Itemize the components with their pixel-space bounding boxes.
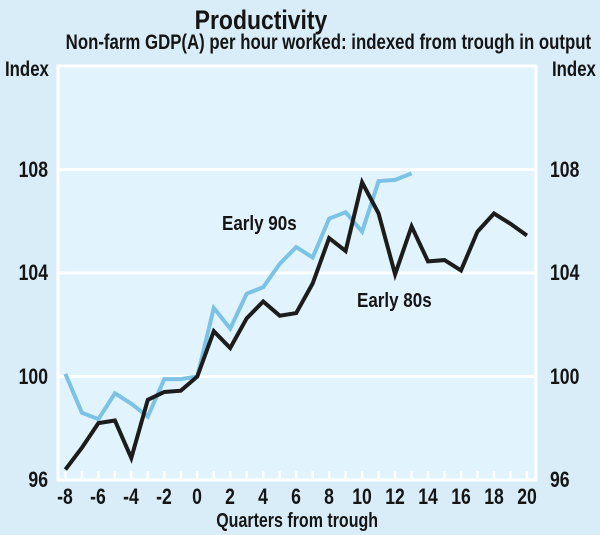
x-tick-label-2: 2 <box>225 484 236 509</box>
x-tick-label-0: 0 <box>192 484 203 509</box>
x-axis-title-text: Quarters from trough <box>216 510 378 532</box>
y-tick-label-right-104: 104 <box>550 260 580 285</box>
y-tick-label-left-100: 100 <box>18 363 48 389</box>
chart-subtitle: Non-farm GDP(A) per hour worked: indexed… <box>0 31 591 55</box>
y-axis-unit-left: Index <box>5 58 49 81</box>
x-tick-label-14: 14 <box>418 484 438 509</box>
chart-title: Productivity <box>194 5 328 35</box>
y-tick-label-right-100: 100 <box>550 363 580 389</box>
x-tick-label-8: 8 <box>324 484 335 509</box>
plot-frame <box>56 64 538 482</box>
line-early-80s <box>63 176 529 471</box>
chart-subtitle-text: Non-farm GDP(A) per hour worked: indexed… <box>65 31 592 54</box>
x-tick-label-6: 6 <box>291 484 302 509</box>
y-tick-label-right-108: 108 <box>550 156 580 182</box>
y-tick-label-left-96: 96 <box>28 467 48 492</box>
x-tick-label-10: 10 <box>352 484 372 509</box>
x-tick-label--2: -2 <box>156 484 173 509</box>
x-axis-title: Quarters from trough <box>167 511 427 532</box>
y-tick-label-right-96: 96 <box>550 467 570 492</box>
y-axis-unit-right: Index <box>552 58 596 81</box>
y-tick-label-left-104: 104 <box>18 260 48 285</box>
x-tick-label-12: 12 <box>385 484 405 509</box>
x-tick-label-16: 16 <box>451 484 471 509</box>
series-label-early-90s: Early 90s <box>222 213 297 236</box>
x-tick-label--8: -8 <box>57 484 74 509</box>
y-tick-label-left-108: 108 <box>18 156 48 182</box>
x-tick-label--4: -4 <box>123 484 140 509</box>
series-label-early-80s: Early 80s <box>356 290 432 313</box>
x-tick-label-20: 20 <box>517 484 537 509</box>
x-tick-label--6: -6 <box>90 484 107 509</box>
x-tick-label-4: 4 <box>258 484 269 509</box>
x-tick-label-18: 18 <box>484 484 504 509</box>
